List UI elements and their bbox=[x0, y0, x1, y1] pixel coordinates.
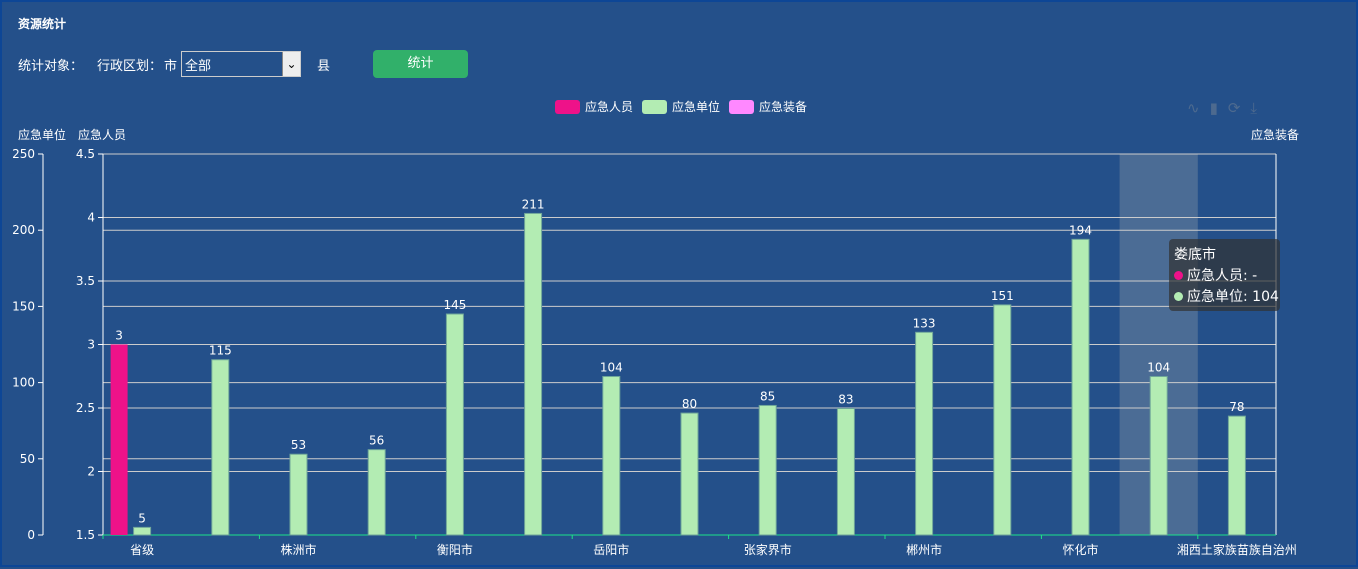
data-label: 133 bbox=[913, 316, 936, 330]
data-label: 115 bbox=[209, 344, 232, 358]
y-tick-label-units: 150 bbox=[12, 299, 35, 313]
city-label: 市 bbox=[164, 58, 178, 74]
data-label: 80 bbox=[682, 397, 697, 411]
data-label: 3 bbox=[115, 329, 123, 343]
bar-units bbox=[680, 412, 699, 536]
city-select[interactable]: 全部 ⌄ bbox=[181, 51, 302, 77]
bar-units bbox=[602, 376, 621, 536]
data-label: 104 bbox=[600, 361, 623, 375]
target-label: 统计对象： bbox=[18, 58, 84, 74]
legend-label: 应急人员 bbox=[585, 100, 634, 114]
bar-units bbox=[211, 359, 230, 536]
x-tick-label: 湘西土家族苗族自治州 bbox=[1177, 542, 1297, 557]
bar-units bbox=[367, 449, 386, 536]
download-icon[interactable]: ⤓ bbox=[1250, 99, 1258, 117]
data-label: 211 bbox=[522, 197, 545, 211]
filter-bar: 统计对象： 行政区划： 市 全部 ⌄ 县 bbox=[18, 51, 330, 77]
y-tick-label-personnel: 2.5 bbox=[76, 401, 95, 415]
y-tick-label-personnel: 4 bbox=[87, 211, 95, 225]
y-tick-label-personnel: 3 bbox=[87, 338, 95, 352]
chevron-down-icon[interactable]: ⌄ bbox=[282, 52, 301, 76]
data-label: 56 bbox=[369, 434, 384, 448]
legend-swatch bbox=[729, 99, 755, 114]
x-tick-label: 怀化市 bbox=[1062, 542, 1098, 557]
restore-icon[interactable]: ⟳ bbox=[1227, 99, 1241, 117]
bar-personnel bbox=[110, 344, 128, 535]
city-select-value: 全部 bbox=[185, 58, 212, 74]
axis-name-personnel: 应急人员 bbox=[78, 128, 127, 142]
data-label: 5 bbox=[138, 511, 146, 525]
y-tick-label-personnel: 4.5 bbox=[76, 147, 95, 161]
legend-item-equipment[interactable]: 应急装备 bbox=[729, 98, 807, 115]
bar-units bbox=[133, 526, 152, 536]
bar-units bbox=[836, 408, 855, 536]
x-tick-label: 张家界市 bbox=[744, 542, 792, 557]
submit-button[interactable]: 统计 bbox=[373, 50, 468, 78]
data-label: 104 bbox=[1147, 361, 1170, 375]
legend-item-units[interactable]: 应急单位 bbox=[642, 98, 720, 115]
chart-legend: 应急人员 应急单位 应急装备 bbox=[555, 98, 816, 115]
chart-tooltip: 娄底市 应急人员: - 应急单位: 104 bbox=[1169, 239, 1280, 311]
legend-label: 应急单位 bbox=[672, 100, 721, 114]
legend-swatch bbox=[555, 99, 580, 114]
y-tick-label-personnel: 3.5 bbox=[76, 274, 95, 288]
bar-units bbox=[758, 404, 777, 536]
x-tick-label: 郴州市 bbox=[906, 542, 942, 557]
series-dot-icon bbox=[1174, 292, 1183, 301]
y-tick-label-units: 200 bbox=[12, 223, 35, 237]
bar-units bbox=[1227, 415, 1246, 536]
bar-units bbox=[1071, 238, 1090, 536]
data-label: 145 bbox=[443, 298, 466, 312]
page-title: 资源统计 bbox=[18, 17, 67, 31]
data-label: 53 bbox=[291, 438, 306, 452]
data-label: 78 bbox=[1229, 400, 1244, 414]
y-tick-label-units: 250 bbox=[12, 147, 35, 161]
series-dot-icon bbox=[1174, 271, 1183, 280]
data-label: 85 bbox=[760, 389, 775, 403]
x-tick-label: 衡阳市 bbox=[437, 542, 473, 557]
county-label: 县 bbox=[317, 58, 331, 74]
bar-chart-icon[interactable]: ▮ bbox=[1209, 99, 1218, 117]
y-tick-label-units: 100 bbox=[12, 376, 35, 390]
legend-label: 应急装备 bbox=[759, 100, 808, 114]
y-tick-label-personnel: 1.5 bbox=[76, 528, 95, 542]
legend-swatch bbox=[642, 99, 668, 114]
region-label: 行政区划： bbox=[97, 58, 163, 74]
bar-units bbox=[445, 313, 464, 536]
x-tick-label: 省级 bbox=[130, 543, 154, 557]
data-label: 194 bbox=[1069, 223, 1092, 237]
line-chart-icon[interactable]: ∿ bbox=[1187, 99, 1200, 117]
tooltip-row: 应急人员: - bbox=[1174, 266, 1275, 287]
axis-name-equipment: 应急装备 bbox=[1251, 128, 1300, 142]
bar-units bbox=[915, 331, 934, 536]
tooltip-title: 娄底市 bbox=[1174, 247, 1216, 263]
chart-toolbox: ∿ ▮ ⟳ ⤓ bbox=[1187, 99, 1257, 117]
x-tick-label: 株洲市 bbox=[280, 542, 316, 557]
bar-units bbox=[524, 212, 543, 536]
tooltip-row: 应急单位: 104 bbox=[1174, 287, 1279, 308]
y-tick-label-units: 50 bbox=[20, 452, 35, 466]
axis-name-units: 应急单位 bbox=[18, 128, 67, 142]
y-tick-label-personnel: 2 bbox=[87, 465, 95, 479]
bar-units bbox=[289, 453, 308, 536]
data-label: 151 bbox=[991, 289, 1014, 303]
x-tick-label: 岳阳市 bbox=[593, 542, 629, 557]
data-label: 83 bbox=[838, 393, 853, 407]
bar-units bbox=[1149, 376, 1168, 536]
bar-units bbox=[993, 304, 1012, 536]
legend-item-personnel[interactable]: 应急人员 bbox=[555, 98, 633, 115]
y-tick-label-units: 0 bbox=[27, 528, 35, 542]
